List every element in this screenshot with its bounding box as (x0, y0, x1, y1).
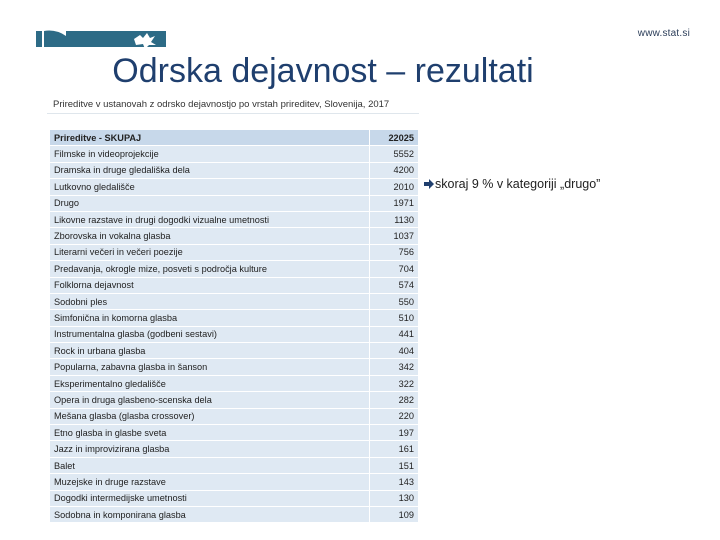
table-row: Jazz in improvizirana glasba 161 (50, 440, 418, 458)
table-row: Instrumentalna glasba (godbeni sestavi) 4… (50, 326, 418, 344)
note-label: skoraj 9 % v kategoriji „drugo” (435, 177, 601, 191)
row-label: Dramska in druge gledališka dela (50, 162, 371, 180)
table-caption: Prireditve v ustanovah z odrsko dejavnos… (47, 96, 419, 114)
row-label: Jazz in improvizirana glasba (50, 440, 371, 458)
row-value: 220 (369, 408, 418, 426)
results-table: Prireditve v ustanovah z odrsko dejavnos… (47, 96, 419, 524)
row-value: 151 (369, 457, 418, 475)
row-value: 4200 (369, 162, 418, 180)
table-row: Rock in urbana glasba 404 (50, 342, 418, 360)
row-label: Mešana glasba (glasba crossover) (50, 408, 371, 426)
page-title: Odrska dejavnost – rezultati (0, 52, 720, 91)
row-label: Sodobna in komponirana glasba (50, 506, 371, 524)
table-row: Folklorna dejavnost 574 (50, 277, 418, 294)
row-label: Dogodki intermedijske umetnosti (50, 490, 371, 507)
row-label: Filmske in videoprojekcije (50, 145, 371, 163)
row-value: 197 (369, 424, 418, 442)
row-value: 756 (369, 244, 418, 262)
row-value: 130 (369, 490, 418, 507)
table-row: Eksperimentalno gledališče 322 (50, 375, 418, 393)
arrow-right-icon (424, 179, 434, 189)
row-value: 161 (369, 440, 418, 458)
row-label: Popularna, zabavna glasba in šanson (50, 358, 371, 376)
row-value: 404 (369, 342, 418, 360)
row-label: Likovne razstave in drugi dogodki vizual… (50, 211, 371, 229)
table-row: Filmske in videoprojekcije 5552 (50, 145, 418, 163)
table-row: Likovne razstave in drugi dogodki vizual… (50, 211, 418, 229)
stat-logo (36, 30, 166, 47)
table-row: Simfonična in komorna glasba 510 (50, 309, 418, 327)
table-row: Balet 151 (50, 457, 418, 475)
table-row: Opera in druga glasbeno-scenska dela 282 (50, 391, 418, 409)
table-row: Mešana glasba (glasba crossover) 220 (50, 408, 418, 426)
row-label: Balet (50, 457, 371, 475)
table-row: Sodobni ples 550 (50, 293, 418, 311)
table-row: Popularna, zabavna glasba in šanson 342 (50, 358, 418, 376)
events-table: Prireditve - SKUPAJ 22025 Filmske in vid… (50, 130, 418, 524)
row-value: 1037 (369, 227, 418, 245)
row-label: Zborovska in vokalna glasba (50, 227, 371, 245)
row-label: Literarni večeri in večeri poezije (50, 244, 371, 262)
table-row: Dramska in druge gledališka dela 4200 (50, 162, 418, 180)
table-row: Zborovska in vokalna glasba 1037 (50, 227, 418, 245)
table-row: Literarni večeri in večeri poezije 756 (50, 244, 418, 262)
row-value: 322 (369, 375, 418, 393)
site-url[interactable]: www.stat.si (637, 28, 690, 39)
row-value: 143 (369, 473, 418, 491)
table-row: Dogodki intermedijske umetnosti 130 (50, 490, 418, 507)
row-value: 550 (369, 293, 418, 311)
header-value: 22025 (369, 130, 418, 147)
row-label: Drugo (50, 195, 371, 212)
row-label: Predavanja, okrogle mize, posveti s podr… (50, 260, 371, 278)
row-label: Simfonična in komorna glasba (50, 309, 371, 327)
row-value: 441 (369, 326, 418, 344)
page-title-text: Odrska dejavnost – rezultati (112, 52, 534, 90)
row-value: 574 (369, 277, 418, 294)
table-row: Etno glasba in glasbe sveta 197 (50, 424, 418, 442)
row-label: Lutkovno gledališče (50, 178, 371, 196)
table-row: Drugo 1971 (50, 195, 418, 212)
row-label: Muzejske in druge razstave (50, 473, 371, 491)
row-value: 1130 (369, 211, 418, 229)
row-label: Eksperimentalno gledališče (50, 375, 371, 393)
table-row: Sodobna in komponirana glasba 109 (50, 506, 418, 524)
row-value: 2010 (369, 178, 418, 196)
row-label: Instrumentalna glasba (godbeni sestavi) (50, 326, 371, 344)
row-value: 510 (369, 309, 418, 327)
row-value: 109 (369, 506, 418, 524)
row-label: Rock in urbana glasba (50, 342, 371, 360)
table-header-row: Prireditve - SKUPAJ 22025 (50, 130, 418, 147)
note-text: skoraj 9 % v kategoriji „drugo” (424, 177, 600, 191)
table-row: Lutkovno gledališče 2010 (50, 178, 418, 196)
row-label: Opera in druga glasbeno-scenska dela (50, 391, 371, 409)
header-label: Prireditve - SKUPAJ (50, 130, 371, 147)
row-value: 1971 (369, 195, 418, 212)
row-label: Folklorna dejavnost (50, 277, 371, 294)
row-value: 342 (369, 358, 418, 376)
row-label: Etno glasba in glasbe sveta (50, 424, 371, 442)
row-value: 282 (369, 391, 418, 409)
table-row: Muzejske in druge razstave 143 (50, 473, 418, 491)
row-value: 5552 (369, 145, 418, 163)
row-label: Sodobni ples (50, 293, 371, 311)
row-value: 704 (369, 260, 418, 278)
table-row: Predavanja, okrogle mize, posveti s podr… (50, 260, 418, 278)
